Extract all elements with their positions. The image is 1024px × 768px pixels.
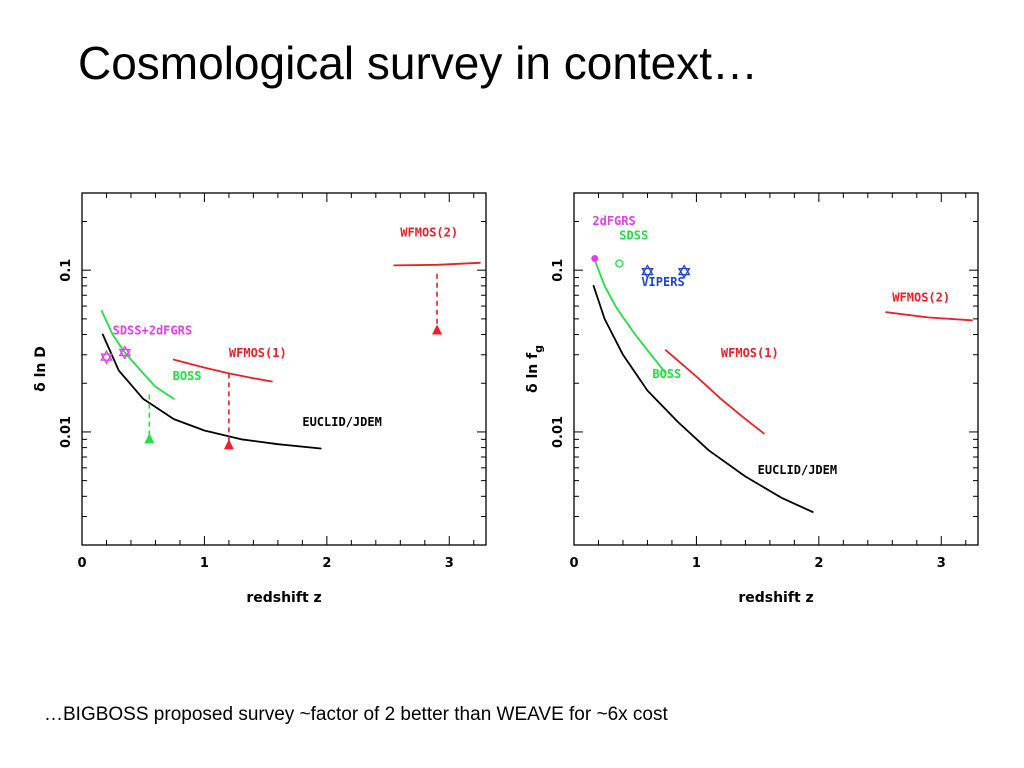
chart-left-delta-ln-d: 0 1 2 3 0.01 0.1 redshift z δ ln D SDSS+2dFGRS BO… (33, 192, 487, 606)
plot-frame (573, 192, 979, 546)
x-tick-label: 0 (569, 556, 578, 571)
y-axis-label: δ ln D (33, 346, 49, 392)
series-line-euclid-jdem (101, 333, 322, 450)
x-tick-label: 1 (200, 556, 209, 571)
annotation-sdss-2dfgrs: SDSS+2dFGRS (113, 324, 192, 338)
upper-limit-arrowhead (432, 324, 443, 335)
annotation-wfmos-1: WFMOS(1) (721, 346, 779, 360)
y-tick-label: 0.1 (59, 259, 74, 282)
x-tick-label: 3 (937, 556, 946, 571)
annotation-wfmos-1: WFMOS(1) (229, 346, 287, 360)
y-axis-label-text: δ ln f (525, 352, 541, 393)
x-tick-label: 1 (692, 556, 701, 571)
x-axis-label: redshift z (246, 590, 321, 606)
upper-limit-arrowhead (223, 439, 234, 450)
annotation-wfmos-2: WFMOS(2) (892, 291, 950, 305)
plot-frame (81, 192, 487, 546)
y-axis-label-subscript: g (532, 345, 545, 353)
series-line-boss (100, 309, 175, 400)
x-axis-label: redshift z (738, 590, 813, 606)
annotation-vipers: VIPERS (641, 275, 684, 289)
series-line-wfmos-2 (393, 261, 481, 267)
marker-vipers-star (677, 264, 691, 279)
y-axis-label: δ ln fg (525, 345, 545, 393)
x-tick-label: 2 (322, 556, 331, 571)
series-line-wfmos-2 (885, 311, 973, 322)
annotation-2dfgrs: 2dFGRS (592, 214, 635, 228)
upper-limit-arrowhead (144, 433, 155, 444)
series-line-boss (593, 259, 667, 375)
slide-caption: …BIGBOSS proposed survey ~factor of 2 be… (44, 704, 668, 725)
annotation-boss: BOSS (173, 369, 202, 383)
series-line-wfmos-1 (172, 358, 273, 383)
marker-2dfgrs-dot (591, 255, 599, 263)
annotation-boss: BOSS (652, 367, 681, 381)
marker-sdss-2dfgrs-star (118, 345, 132, 360)
y-tick-label: 0.01 (551, 416, 566, 448)
x-tick-label: 2 (814, 556, 823, 571)
y-tick-label: 0.01 (59, 416, 74, 448)
x-tick-label: 3 (445, 556, 454, 571)
y-axis-label-text: δ ln D (33, 346, 49, 392)
marker-sdss-2dfgrs-star (100, 349, 113, 365)
marker-sdss-circle (615, 259, 624, 268)
x-tick-label: 0 (77, 556, 86, 571)
annotation-wfmos-2: WFMOS(2) (400, 225, 458, 239)
series-line-euclid-jdem (592, 285, 814, 513)
slide-title: Cosmological survey in context… (78, 37, 759, 89)
annotation-euclid-jdem: EUCLID/JDEM (758, 463, 837, 477)
annotation-euclid-jdem: EUCLID/JDEM (302, 415, 381, 429)
series-line-wfmos-1 (664, 349, 765, 435)
annotation-sdss: SDSS (619, 228, 648, 242)
y-tick-label: 0.1 (551, 259, 566, 282)
marker-vipers-star (641, 264, 654, 279)
